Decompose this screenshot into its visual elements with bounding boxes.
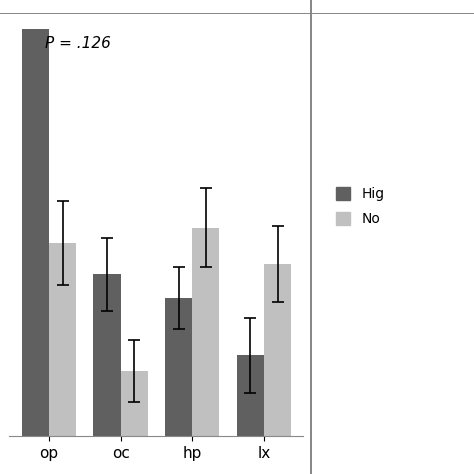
Bar bbox=[22, 29, 49, 436]
Bar bbox=[264, 264, 291, 436]
Bar bbox=[192, 228, 219, 436]
Bar bbox=[120, 371, 148, 436]
Legend: Hig, No: Hig, No bbox=[332, 183, 389, 230]
Bar bbox=[165, 298, 192, 436]
Text: P = .126: P = .126 bbox=[45, 36, 110, 51]
Bar bbox=[237, 356, 264, 436]
Bar bbox=[93, 274, 120, 436]
Bar bbox=[49, 243, 76, 436]
